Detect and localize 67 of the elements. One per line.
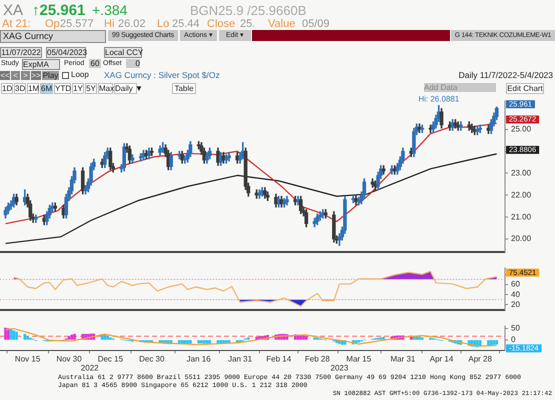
- x-tick-label: Jan 31: [228, 354, 253, 364]
- text: <: [11, 71, 20, 80]
- y-tick-label: 40: [511, 290, 520, 299]
- text: 26.02: [118, 18, 146, 30]
- text: Max: [98, 83, 114, 94]
- text: +.384: [92, 2, 128, 18]
- y-tick-label: 23.00: [511, 168, 532, 178]
- text: Play: [42, 71, 59, 80]
- text: 5Y: [85, 83, 97, 94]
- text: Lo: [157, 18, 170, 30]
- text: Daily ▼: [114, 83, 143, 94]
- x-tick-label: Nov 30: [56, 354, 82, 364]
- text: 60: [89, 59, 101, 68]
- text: Table: [172, 83, 196, 94]
- text: YTD: [54, 83, 71, 94]
- text: 05/09: [302, 18, 330, 30]
- y-tick-label: 22.00: [511, 190, 532, 200]
- text: 11/07/2022: [0, 47, 42, 58]
- chart-subtitle: Daily 11/7/2022-5/4/2023: [458, 70, 553, 80]
- y-tick-label: 25.00: [511, 124, 532, 134]
- text: ExpMA: [22, 59, 60, 70]
- text: 6M: [40, 83, 53, 94]
- text: Loop: [71, 70, 89, 79]
- text: Close: [207, 18, 236, 30]
- y-tick-label: 60: [511, 280, 520, 289]
- text: 1D: [1, 83, 13, 94]
- text: >: [21, 71, 30, 80]
- text: 25.44: [172, 18, 200, 30]
- x-tick-label: Mar 15: [346, 354, 372, 364]
- text: 0: [126, 59, 140, 68]
- x-tick-label: Feb 28: [304, 354, 330, 364]
- x-tick-label: Feb 14: [266, 354, 292, 364]
- x-tick-label: Jan 16: [186, 354, 212, 364]
- chart-title: XAG Curncy : Silver Spot $/Oz: [104, 70, 220, 80]
- x-tick-label: Mar 31: [390, 354, 416, 364]
- text: 3D: [14, 83, 26, 94]
- text: BGN25.9 /25.9660B: [190, 3, 306, 18]
- text: Hi: [104, 18, 114, 30]
- text: 25.577: [60, 18, 94, 30]
- text: At 21:: [2, 18, 31, 30]
- x-tick-label: Nov 15: [14, 354, 41, 364]
- x-tick-label: Dec 15: [98, 354, 124, 364]
- text: Edit Chart: [506, 83, 544, 94]
- text: 05/04/2023: [46, 47, 88, 58]
- text: 1Y: [72, 83, 84, 94]
- y-tick-label: 21.00: [511, 212, 532, 222]
- text: XA: [3, 2, 24, 19]
- x-tick-label: Apr 14: [430, 354, 454, 364]
- text: Value: [268, 18, 296, 30]
- text: >>: [31, 71, 41, 80]
- text: 1M: [27, 83, 40, 94]
- y-tick-label: 20: [511, 300, 520, 309]
- text: Local CCY: [104, 47, 144, 58]
- text: 2023: [330, 364, 349, 373]
- text: 2022: [80, 364, 100, 373]
- y-tick-label: 50: [511, 324, 520, 333]
- x-tick-label: Dec 30: [139, 354, 165, 364]
- text: Op: [45, 18, 60, 30]
- text: <<: [0, 71, 10, 80]
- y-tick-label: 0: [511, 335, 516, 344]
- text: ↑25.961: [32, 2, 86, 19]
- text: Add Data: [424, 83, 496, 92]
- text: XAG Curncy: [0, 30, 106, 43]
- text: 25.: [240, 18, 256, 30]
- y-tick-label: 20.00: [511, 234, 532, 244]
- annotation: Hi: 26.0881: [418, 94, 460, 104]
- x-tick-label: Apr 28: [468, 354, 492, 364]
